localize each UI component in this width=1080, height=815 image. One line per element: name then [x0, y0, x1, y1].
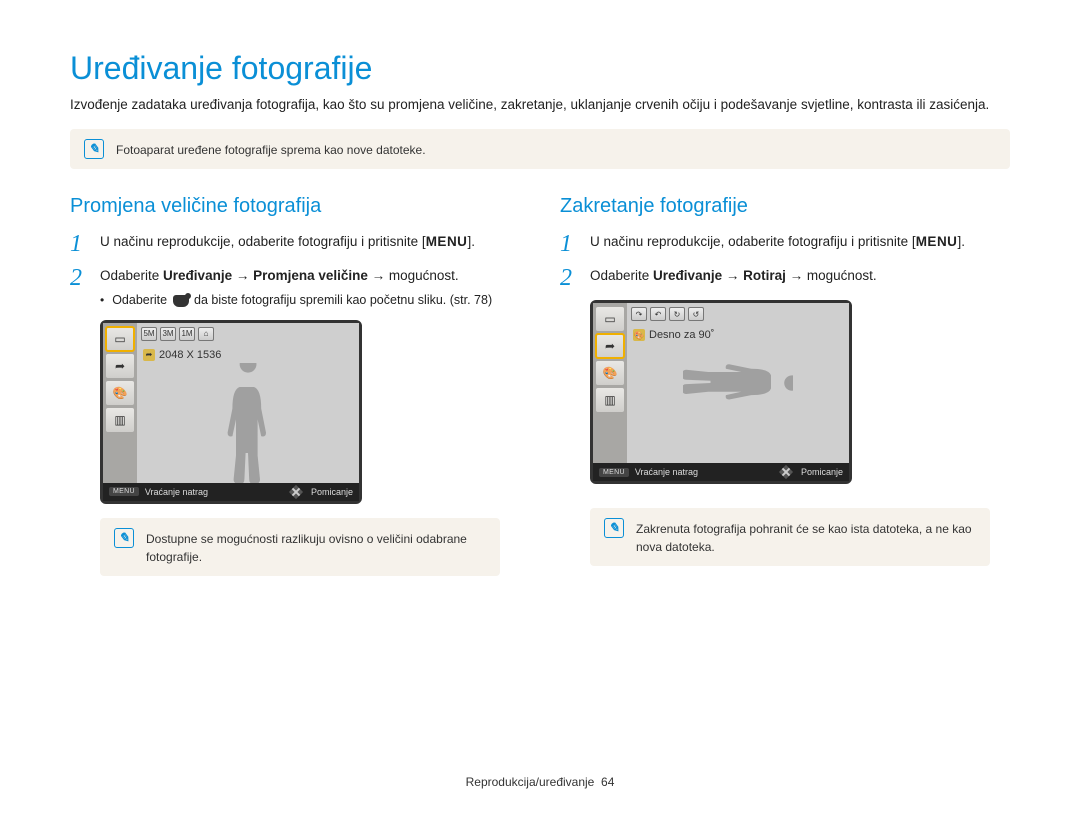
side-icon-rotate[interactable]: ➦ — [106, 354, 134, 378]
side-icon-resize[interactable]: ▭ — [106, 327, 134, 351]
side-icon-color[interactable]: 🎨 — [596, 361, 624, 385]
startup-option-icon[interactable]: ⌂ — [198, 327, 214, 341]
top-note-text: Fotoaparat uređene fotografije sprema ka… — [116, 139, 426, 159]
bullet-item: Odaberite da biste fotografiju spremili … — [100, 291, 520, 310]
right-column: Zakretanje fotografije 1 U načinu reprod… — [560, 195, 1010, 602]
right-step-2: 2 Odaberite Uređivanje → Rotiraj → moguć… — [560, 266, 1010, 290]
columns: Promjena veličine fotografija 1 U načinu… — [70, 195, 1010, 602]
size-option-icon[interactable]: 5M — [141, 327, 157, 341]
step-number: 1 — [70, 232, 88, 256]
cam-main: ↷ ↶ ↻ ↺ 🎨 Desno za 90˚ — [627, 303, 849, 463]
foot-back-label: Vraćanje natrag — [635, 467, 698, 477]
right-step-1: 1 U načinu reprodukcije, odaberite fotog… — [560, 232, 1010, 256]
footer-section-label: Reprodukcija/uređivanje — [466, 775, 595, 789]
menu-key-label: MENU — [426, 234, 468, 249]
left-note-box: ✎ Dostupne se mogućnosti razlikuju ovisn… — [100, 518, 500, 576]
step-number: 1 — [560, 232, 578, 256]
side-icon-color[interactable]: 🎨 — [106, 381, 134, 405]
foot-move-label: Pomicanje — [311, 487, 353, 497]
intro-text: Izvođenje zadataka uređivanja fotografij… — [70, 95, 1010, 115]
manual-page: Uređivanje fotografije Izvođenje zadatak… — [0, 0, 1080, 622]
step-body: Odaberite Uređivanje → Promjena veličine… — [100, 266, 520, 310]
footer-page-number: 64 — [601, 775, 614, 789]
menu-button-label[interactable]: MENU — [109, 487, 139, 496]
cam-footer: MENU Vraćanje natrag Pomicanje — [103, 483, 359, 501]
foot-move-label: Pomicanje — [801, 467, 843, 477]
cam-value-bar: ➦ 2048 X 1536 — [143, 345, 353, 365]
bullet-text: Odaberite da biste fotografiju spremili … — [112, 291, 492, 310]
step-body: Odaberite Uređivanje → Rotiraj → mogućno… — [590, 266, 1010, 290]
rotate-option-icon[interactable]: ↻ — [669, 307, 685, 321]
selected-indicator-icon: ➦ — [143, 349, 155, 361]
camera-screen-resize: ▭ ➦ 🎨 ▥ 5M 3M 1M ⌂ ➦ — [100, 320, 362, 504]
step-text: Odaberite — [590, 268, 653, 283]
step-text: mogućnost. — [803, 268, 877, 283]
rotate-option-icon[interactable]: ↷ — [631, 307, 647, 321]
step-body: U načinu reprodukcije, odaberite fotogra… — [590, 232, 1010, 256]
dpad-icon — [779, 465, 793, 479]
dpad-icon — [289, 485, 303, 499]
cam-footer: MENU Vraćanje natrag Pomicanje — [593, 463, 849, 481]
cam-main: 5M 3M 1M ⌂ ➦ 2048 X 1536 — [137, 323, 359, 483]
left-note-text: Dostupne se mogućnosti razlikuju ovisno … — [146, 528, 486, 566]
resize-section-title: Promjena veličine fotografija — [70, 195, 520, 218]
size-option-icon[interactable]: 3M — [160, 327, 176, 341]
camera-screen-rotate: ▭ ➦ 🎨 ▥ ↷ ↶ ↻ ↺ 🎨 — [590, 300, 852, 484]
side-icon-rotate[interactable]: ➦ — [596, 334, 624, 358]
note-icon: ✎ — [114, 528, 134, 548]
right-note-box: ✎ Zakrenuta fotografija pohranit će se k… — [590, 508, 990, 566]
step-text: U načinu reprodukcije, odaberite fotogra… — [590, 234, 916, 249]
cam-body: ▭ ➦ 🎨 ▥ 5M 3M 1M ⌂ ➦ — [103, 323, 359, 483]
silhouette-figure — [213, 363, 283, 483]
step-number: 2 — [70, 266, 88, 310]
cam-value-bar: 🎨 Desno za 90˚ — [633, 325, 843, 345]
step-text: ]. — [467, 234, 475, 249]
cam-sidebar: ▭ ➦ 🎨 ▥ — [593, 303, 627, 463]
step-text: U načinu reprodukcije, odaberite fotogra… — [100, 234, 426, 249]
step-body: U načinu reprodukcije, odaberite fotogra… — [100, 232, 520, 256]
cam-top-icons: 5M 3M 1M ⌂ — [141, 327, 214, 341]
step-number: 2 — [560, 266, 578, 290]
page-title: Uređivanje fotografije — [70, 50, 1010, 87]
selected-indicator-icon: 🎨 — [633, 329, 645, 341]
menu-key-label: MENU — [916, 234, 958, 249]
cam-top-icons: ↷ ↶ ↻ ↺ — [631, 307, 704, 321]
rotate-option-icon[interactable]: ↺ — [688, 307, 704, 321]
step-bold: Uređivanje → Promjena veličine → — [163, 268, 385, 283]
menu-button-label[interactable]: MENU — [599, 468, 629, 477]
left-step-2: 2 Odaberite Uređivanje → Promjena veliči… — [70, 266, 520, 310]
left-column: Promjena veličine fotografija 1 U načinu… — [70, 195, 520, 602]
left-step-1: 1 U načinu reprodukcije, odaberite fotog… — [70, 232, 520, 256]
right-note-text: Zakrenuta fotografija pohranit će se kao… — [636, 518, 976, 556]
cam-sidebar: ▭ ➦ 🎨 ▥ — [103, 323, 137, 483]
step-text: ]. — [957, 234, 965, 249]
step-text: mogućnost. — [385, 268, 459, 283]
step-text: Odaberite — [100, 268, 163, 283]
note-icon: ✎ — [84, 139, 104, 159]
cam-value-text: Desno za 90˚ — [649, 329, 714, 341]
rotate-option-icon[interactable]: ↶ — [650, 307, 666, 321]
side-icon-adjust[interactable]: ▥ — [106, 408, 134, 432]
side-icon-adjust[interactable]: ▥ — [596, 388, 624, 412]
step-bold: Uređivanje → Rotiraj → — [653, 268, 803, 283]
size-option-icon[interactable]: 1M — [179, 327, 195, 341]
cam-body: ▭ ➦ 🎨 ▥ ↷ ↶ ↻ ↺ 🎨 — [593, 303, 849, 463]
side-icon-resize[interactable]: ▭ — [596, 307, 624, 331]
rotate-section-title: Zakretanje fotografije — [560, 195, 1010, 218]
startup-image-icon — [173, 295, 189, 307]
silhouette-figure-rotated — [683, 353, 793, 413]
cam-value-text: 2048 X 1536 — [159, 349, 221, 361]
note-icon: ✎ — [604, 518, 624, 538]
page-footer: Reprodukcija/uređivanje 64 — [0, 775, 1080, 789]
top-note-box: ✎ Fotoaparat uređene fotografije sprema … — [70, 129, 1010, 169]
foot-back-label: Vraćanje natrag — [145, 487, 208, 497]
